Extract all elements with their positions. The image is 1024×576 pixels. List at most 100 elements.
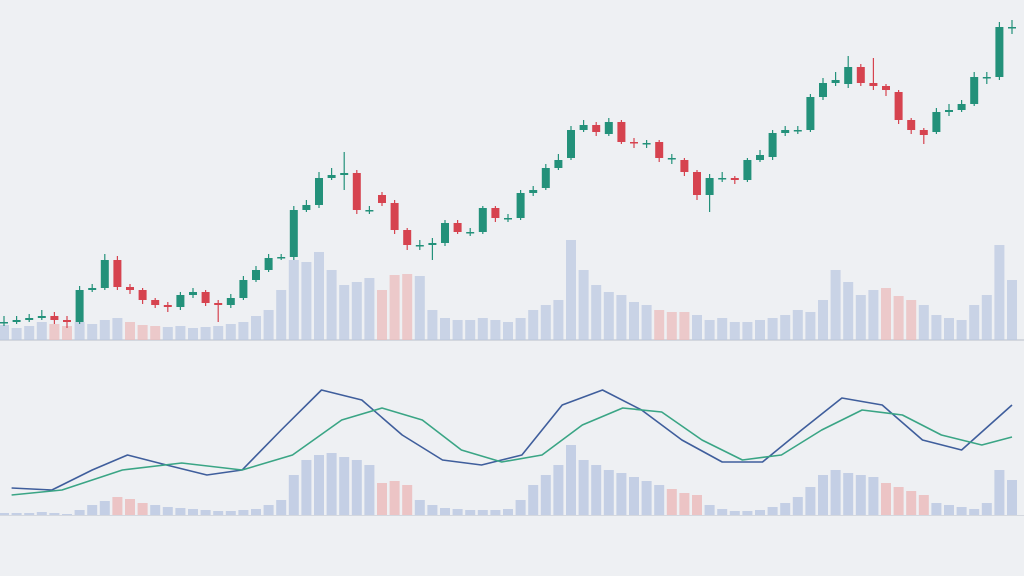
volume-bar xyxy=(931,315,942,340)
volume-bar xyxy=(452,320,463,340)
candle-body xyxy=(37,316,46,318)
histogram-bar xyxy=(99,501,110,515)
candle-body xyxy=(390,203,399,230)
histogram-bar xyxy=(805,487,816,515)
candle-body xyxy=(630,142,638,144)
candle-body xyxy=(252,270,260,280)
volume-bar xyxy=(99,320,110,340)
volume-bar xyxy=(24,326,35,340)
histogram-bar xyxy=(49,513,60,515)
volume-bar xyxy=(326,270,337,340)
histogram-bar xyxy=(742,511,753,515)
histogram-bar xyxy=(528,485,539,515)
histogram-bar xyxy=(339,457,350,515)
volume-bar xyxy=(427,310,438,340)
candle-body xyxy=(907,120,916,130)
histogram-bar xyxy=(465,510,476,515)
histogram-bar xyxy=(717,509,728,515)
histogram-bar xyxy=(918,495,929,515)
candle-body xyxy=(466,232,475,234)
histogram-bar xyxy=(578,460,589,515)
candle-body xyxy=(138,290,147,300)
volume-bar xyxy=(477,318,488,340)
candle-body xyxy=(743,160,752,180)
candle-body xyxy=(75,290,84,322)
candle-body xyxy=(957,104,966,110)
volume-bar xyxy=(944,318,954,340)
candle-body xyxy=(12,320,21,322)
candle-body xyxy=(932,112,941,132)
candle-body xyxy=(718,178,727,180)
volume-bar xyxy=(351,282,362,340)
histogram-bar xyxy=(326,453,337,515)
histogram-bar xyxy=(288,475,299,515)
volume-bar xyxy=(591,285,602,340)
histogram-bar xyxy=(629,477,639,515)
histogram-bar xyxy=(540,475,551,515)
volume-bar xyxy=(855,295,866,340)
histogram-bar xyxy=(855,475,866,515)
candle-body xyxy=(100,260,109,288)
candle-body xyxy=(705,178,714,195)
candle-body xyxy=(806,97,815,130)
candle-body xyxy=(50,316,59,320)
volume-bar xyxy=(402,274,413,340)
histogram-bar xyxy=(427,505,438,515)
volume-bar xyxy=(175,326,186,340)
volume-bar xyxy=(755,320,765,340)
candle-body xyxy=(667,158,676,160)
candle-body xyxy=(541,168,550,188)
candle-body xyxy=(302,205,311,210)
candle-body xyxy=(0,322,8,324)
volume-bar xyxy=(830,270,841,340)
histogram-bar xyxy=(704,505,715,515)
candle-body xyxy=(352,173,361,210)
histogram-bar xyxy=(654,485,665,515)
candle-body xyxy=(441,223,449,243)
volume-bar xyxy=(540,305,551,340)
candle-body xyxy=(882,86,890,90)
indicator-line xyxy=(11,407,1013,496)
volume-bar xyxy=(666,312,677,340)
candle-body xyxy=(478,208,487,232)
histogram-bar xyxy=(553,465,564,515)
candle-body xyxy=(201,292,210,303)
volume-bar xyxy=(213,326,224,340)
volume-bar xyxy=(729,322,740,340)
histogram-bar xyxy=(137,503,148,515)
candle-body xyxy=(176,295,185,307)
volume-bar xyxy=(805,312,816,340)
histogram-bar xyxy=(74,510,85,515)
candle-body xyxy=(819,83,827,97)
candle-body xyxy=(428,243,437,245)
candle-body xyxy=(680,160,689,172)
candle-body xyxy=(693,172,701,195)
histogram-bar xyxy=(893,487,904,515)
candle-body xyxy=(617,122,626,142)
histogram-bar xyxy=(692,495,702,515)
histogram-bar xyxy=(780,503,791,515)
histogram-bar xyxy=(755,510,765,515)
histogram-bar xyxy=(162,507,173,515)
candle-body xyxy=(365,210,374,212)
candle-body xyxy=(126,287,134,290)
volume-bar xyxy=(629,302,639,340)
volume-bar xyxy=(414,276,425,340)
histogram-bar xyxy=(377,483,387,515)
candle-body xyxy=(453,223,462,232)
candle-body xyxy=(415,245,424,247)
candle-body xyxy=(869,83,878,86)
histogram-bar xyxy=(150,505,161,515)
histogram-bar xyxy=(452,509,463,515)
volume-bar xyxy=(440,318,450,340)
candle-body xyxy=(403,230,412,245)
histogram-bar xyxy=(62,514,72,515)
histogram-bar xyxy=(792,497,803,515)
volume-bar xyxy=(200,327,211,340)
candle-body xyxy=(655,142,664,158)
candle-body xyxy=(567,130,575,158)
candle-body xyxy=(793,130,802,132)
histogram-bar xyxy=(1007,480,1017,515)
histogram-bar xyxy=(87,505,98,515)
candle-body xyxy=(856,67,865,83)
